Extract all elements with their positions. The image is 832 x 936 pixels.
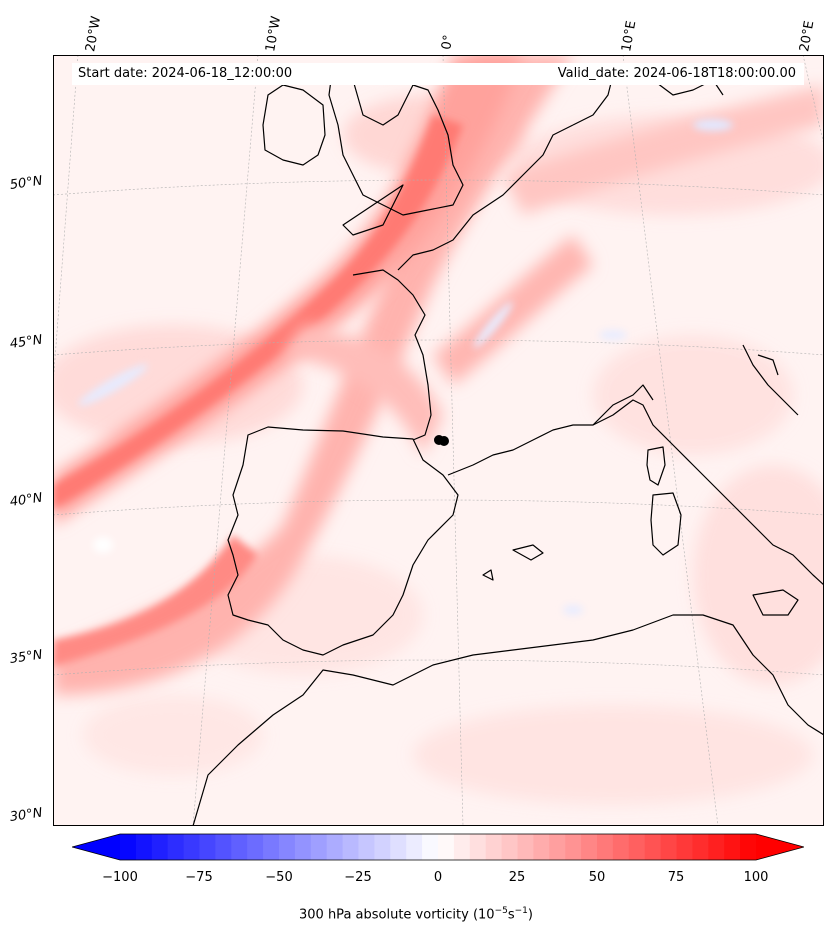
colorbar-tick-neg100: −100 xyxy=(102,870,138,885)
lon-tick-20w: 20°W xyxy=(83,15,105,54)
colorbar-segments xyxy=(120,834,757,860)
colorbar-segment xyxy=(628,834,646,860)
colorbar-segment xyxy=(135,834,153,860)
colorbar-segment xyxy=(279,834,296,860)
colorbar-segment xyxy=(120,834,137,860)
colorbar-label: 300 hPa absolute vorticity (10−5s−1) xyxy=(0,906,832,922)
colorbar-segment xyxy=(692,834,709,860)
lon-tick-10w: 10°W xyxy=(263,15,285,54)
colorbar-segment xyxy=(597,834,614,860)
colorbar-segment xyxy=(358,834,375,860)
colorbar-units-prefix: (10 xyxy=(472,907,495,923)
colorbar-segment xyxy=(453,834,471,860)
colorbar-tick-neg25: −25 xyxy=(344,870,372,885)
colorbar-segment xyxy=(151,834,169,860)
colorbar-segment xyxy=(326,834,344,860)
colorbar-tick-neg75: −75 xyxy=(185,870,213,885)
map-frame xyxy=(53,55,824,826)
colorbar-segment xyxy=(581,834,598,860)
colorbar-outline xyxy=(72,833,804,861)
graticule xyxy=(53,55,824,826)
colorbar-segment xyxy=(167,834,185,860)
colorbar-right-extension xyxy=(756,834,804,860)
negative-vorticity-patches xyxy=(78,119,733,615)
colorbar-segment xyxy=(549,834,566,860)
colorbar-segment xyxy=(215,834,232,860)
lon-tick-10e: 10°E xyxy=(619,19,640,54)
colorbar-segment xyxy=(724,834,741,860)
colorbar-segment xyxy=(485,834,503,860)
colorbar-segment xyxy=(390,834,407,860)
colorbar-segment xyxy=(374,834,391,860)
colorbar-segment xyxy=(660,834,677,860)
colorbar-tick-75: 75 xyxy=(667,870,685,885)
vorticity-jet-band xyxy=(53,55,824,695)
colorbar-segment xyxy=(406,834,423,860)
valid-date-label: Valid_date: 2024-06-18T18:00:00.00 xyxy=(557,66,796,81)
colorbar-segment xyxy=(501,834,518,860)
colorbar-tick-25: 25 xyxy=(508,870,526,885)
colorbar-segment xyxy=(676,834,693,860)
colorbar-units-exp2: −1 xyxy=(514,906,528,916)
location-marker xyxy=(434,435,449,446)
colorbar-tick-50: 50 xyxy=(588,870,606,885)
colorbar-segment xyxy=(342,834,359,860)
colorbar-left-extension xyxy=(72,834,120,860)
colorbar-segment xyxy=(247,834,264,860)
colorbar-segment xyxy=(469,834,487,860)
colorbar-segment xyxy=(199,834,216,860)
lat-tick-30n: 30°N xyxy=(8,805,44,825)
lon-tick-20e: 20°E xyxy=(797,19,818,54)
lat-tick-35n: 35°N xyxy=(8,647,44,667)
colorbar-segment xyxy=(565,834,582,860)
date-info-bar: Start date: 2024-06-18_12:00:00 Valid_da… xyxy=(72,63,804,85)
colorbar-segment xyxy=(310,834,328,860)
lon-tick-0: 0° xyxy=(439,33,457,51)
colorbar-segment xyxy=(740,834,757,860)
colorbar-segment xyxy=(708,834,725,860)
colorbar-segment xyxy=(263,834,280,860)
colorbar-segment xyxy=(517,834,534,860)
colorbar-segment xyxy=(183,834,200,860)
colorbar-units-mid: s xyxy=(507,907,515,923)
colorbar-tick-100: 100 xyxy=(743,870,769,885)
colorbar-segment xyxy=(612,834,630,860)
colorbar-segment xyxy=(644,834,662,860)
colorbar-units-suffix: ) xyxy=(527,907,533,923)
vorticity-map xyxy=(53,55,824,826)
lat-tick-45n: 45°N xyxy=(8,332,44,352)
colorbar-tick-neg50: −50 xyxy=(265,870,293,885)
colorbar-tick-0: 0 xyxy=(433,870,443,885)
lat-tick-50n: 50°N xyxy=(8,173,44,193)
lat-tick-40n: 40°N xyxy=(8,490,44,510)
colorbar-segment xyxy=(294,834,312,860)
start-date-label: Start date: 2024-06-18_12:00:00 xyxy=(78,66,293,81)
colorbar-segment xyxy=(231,834,248,860)
colorbar-units-exp1: −5 xyxy=(494,906,508,916)
colorbar-segment xyxy=(422,834,439,860)
colorbar-segment xyxy=(533,834,550,860)
vorticity-colorbar xyxy=(72,833,804,861)
colorbar-segment xyxy=(438,834,455,860)
colorbar-label-text: 300 hPa absolute vorticity xyxy=(299,907,469,923)
